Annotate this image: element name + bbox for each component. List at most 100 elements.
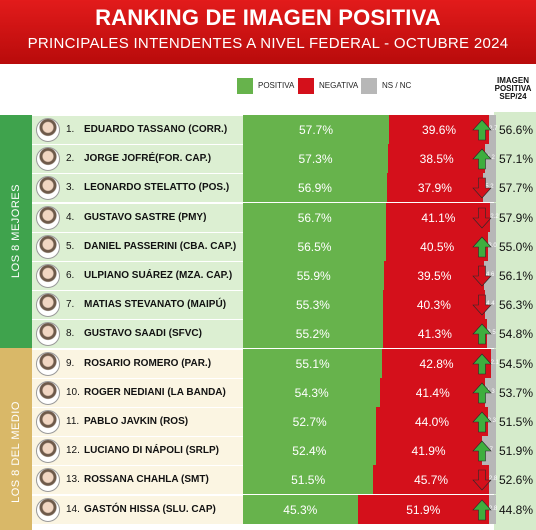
trend-down-arrow-icon	[472, 178, 492, 199]
sep24-header-line-2: POSITIVA	[494, 84, 532, 93]
sep24-column-background	[494, 112, 536, 530]
row-background	[32, 116, 243, 144]
bar-negativa	[382, 348, 491, 378]
bar-negativa	[382, 319, 488, 349]
sep24-value: 57.9%	[498, 210, 534, 225]
bar-positiva	[243, 173, 387, 203]
bar-nsnc	[490, 348, 496, 378]
rank-number: 13.	[66, 474, 80, 486]
avatar	[36, 497, 60, 522]
label-positiva: 54.3%	[294, 385, 329, 400]
label-positiva: 56.5%	[297, 239, 332, 254]
rank-number: 8.	[66, 328, 75, 340]
bar-nsnc	[490, 202, 496, 232]
avatar	[36, 468, 60, 493]
bar-positiva	[243, 465, 374, 495]
mayor-name: GUSTAVO SAADI (SFVC)	[84, 328, 202, 340]
bar-negativa	[386, 173, 483, 203]
row-background	[32, 291, 243, 320]
ranking-row: 14. GASTÓN HISSA (SLU. CAP) 45.3% 51.9% 2.8 4…	[32, 494, 533, 525]
bar-negativa	[387, 144, 486, 174]
label-positiva: 52.7%	[292, 415, 327, 429]
ranking-row: 6. ULPIANO SUÁREZ (MZA. CAP.) 55.9% 39.5% 4.…	[32, 261, 533, 291]
bar-nsnc	[489, 115, 496, 144]
group-band-middle: LOS 8 DEL MEDIO	[0, 348, 32, 530]
sep24-value: 57.1%	[498, 152, 534, 167]
sep24-header-line-3: SEP/24	[499, 92, 527, 101]
bar-negativa	[385, 231, 489, 261]
mayor-name: ULPIANO SUÁREZ (MZA. CAP.)	[84, 270, 233, 281]
legend-label-negativa: NEGATIVA	[319, 81, 359, 90]
sep24-column-header: IMAGEN POSITIVA SEP/24	[490, 77, 536, 101]
bar-nsnc	[484, 290, 496, 320]
bar-positiva	[243, 144, 388, 174]
row-background	[32, 437, 243, 466]
trend-up-arrow-icon	[472, 236, 492, 258]
group-band-top: LOS 8 MEJORES	[0, 115, 32, 348]
mayor-name: ROGER NEDIANI (LA BANDA)	[84, 386, 226, 398]
label-positiva: 56.9%	[297, 181, 332, 196]
trend-up-arrow-icon	[472, 323, 492, 345]
bar-positiva	[243, 377, 381, 407]
label-negativa: 37.9%	[417, 181, 452, 196]
bar-negativa	[384, 261, 485, 290]
label-nsnc: 2.2	[490, 213, 499, 220]
ranking-row: 4. GUSTAVO SASTRE (PMY) 56.7% 41.1% 2.2 57.9%	[32, 202, 533, 233]
bar-negativa	[375, 436, 482, 466]
label-negativa: 41.4%	[415, 385, 450, 400]
label-positiva: 55.3%	[295, 298, 330, 313]
bar-negativa	[376, 407, 488, 436]
bar-negativa	[373, 465, 489, 495]
legend-label-positiva: POSITIVA	[258, 81, 295, 90]
trend-down-arrow-icon	[472, 470, 492, 491]
bar-positiva	[243, 261, 385, 290]
sep24-value: 44.8%	[498, 502, 534, 517]
sep24-value: 53.7%	[498, 385, 534, 400]
avatar	[36, 176, 60, 201]
bar-positiva	[243, 494, 358, 524]
mayor-name: ROSARIO ROMERO (PAR.)	[84, 357, 212, 369]
label-nsnc: 2.7	[489, 126, 498, 132]
label-negativa: 41.9%	[411, 444, 446, 459]
bar-nsnc	[488, 465, 496, 495]
bar-negativa	[382, 290, 485, 320]
rank-number: 2.	[66, 153, 75, 165]
row-background	[32, 203, 243, 232]
avatar	[36, 439, 60, 464]
trend-up-arrow-icon	[472, 353, 492, 374]
page-subtitle: PRINCIPALES INTENDENTES A NIVEL FEDERAL …	[27, 35, 509, 52]
label-negativa: 39.5%	[417, 269, 452, 283]
group-label-top: LOS 8 MEJORES	[10, 184, 22, 278]
ranking-row: 12.LUCIANO DI NÁPOLI (SRLP)52.4%41.9%5.7…	[32, 436, 533, 466]
mayor-name: DANIEL PASSERINI (CBA. CAP.)	[84, 240, 237, 252]
trend-up-arrow-icon	[472, 148, 492, 170]
group-label-middle: LOS 8 DEL MEDIO	[10, 401, 22, 503]
bar-positiva	[243, 231, 386, 261]
label-nsnc: 4.2	[486, 155, 495, 162]
ranking-row: 13. ROSSANA CHAHLA (SMT) 51.5% 45.7% 2.8 52.6…	[32, 465, 533, 495]
sep24-value: 51.5%	[498, 415, 534, 429]
ranking-row: 5. DANIEL PASSERINI (CBA. CAP.) 56.5% 40.5%…	[32, 231, 533, 262]
avatar	[36, 410, 60, 434]
label-negativa: 39.6%	[422, 123, 457, 137]
sep24-value: 55.0%	[498, 239, 534, 254]
trend-up-arrow-icon	[472, 382, 492, 404]
label-positiva: 57.7%	[298, 123, 333, 137]
label-nsnc: 3.3	[487, 418, 496, 424]
sep24-header-line-1: IMAGEN	[497, 76, 529, 85]
header-banner: RANKING DE IMAGEN POSITIVA PRINCIPALES I…	[0, 0, 536, 64]
bar-positiva	[243, 436, 376, 466]
rank-number: 6.	[66, 270, 75, 281]
label-negativa: 41.1%	[421, 210, 456, 225]
label-nsnc: 2.8	[488, 505, 498, 512]
trend-up-arrow-icon	[472, 119, 492, 141]
label-positiva: 45.3%	[283, 502, 318, 517]
mayor-name: PABLO JAVKIN (ROS)	[84, 416, 189, 427]
rank-number: 3.	[66, 182, 75, 194]
mayor-name: ROSSANA CHAHLA (SMT)	[84, 474, 209, 486]
rank-number: 14.	[66, 503, 80, 515]
ranking-row: 10. ROGER NEDIANI (LA BANDA) 54.3% 41.4% 4.3…	[32, 377, 533, 408]
sep24-value: 54.8%	[498, 327, 534, 342]
label-negativa: 38.5%	[419, 152, 454, 167]
label-negativa: 42.8%	[419, 356, 454, 371]
